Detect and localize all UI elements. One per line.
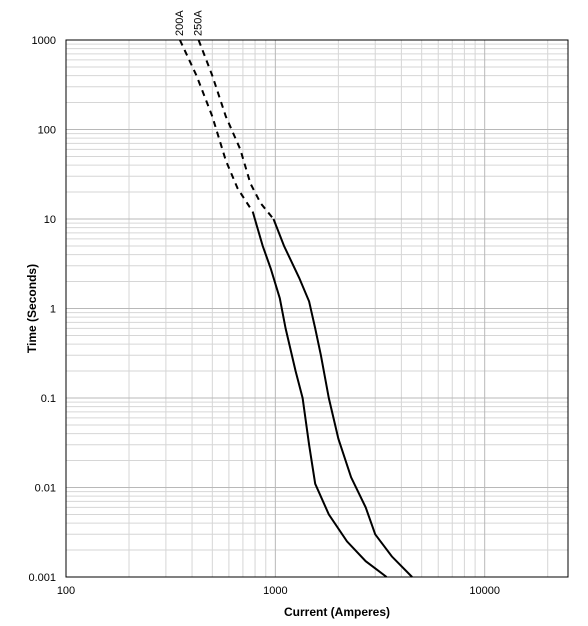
y-tick-labels: 0.001 0.01 0.1 1 10 100 1000 xyxy=(28,35,56,584)
series-line-dashed xyxy=(178,39,254,213)
series-labels: 200A 250A xyxy=(174,10,205,36)
y-tick-label: 10 xyxy=(44,214,56,226)
series-200A xyxy=(178,39,388,578)
y-tick-label: 1000 xyxy=(32,35,56,47)
x-tick-label: 100 xyxy=(57,585,75,597)
series-layer xyxy=(178,39,413,578)
y-tick-label: 0.1 xyxy=(41,393,56,405)
minor-grid-y xyxy=(66,43,568,551)
series-label-250A: 250A xyxy=(193,10,205,36)
y-axis-title: Time (Seconds) xyxy=(25,264,39,353)
y-tick-label: 0.01 xyxy=(35,483,56,495)
series-line-solid xyxy=(251,211,388,578)
series-line-solid xyxy=(272,218,413,578)
series-line-dashed xyxy=(197,39,275,220)
y-tick-label: 100 xyxy=(38,125,56,137)
x-axis-title: Current (Amperes) xyxy=(284,605,390,619)
x-tick-label: 1000 xyxy=(263,585,287,597)
series-label-200A: 200A xyxy=(174,10,186,36)
x-tick-labels: 100 1000 10000 xyxy=(57,585,500,597)
series-250A xyxy=(197,39,413,578)
plot-frame xyxy=(65,39,569,578)
y-tick-label: 1 xyxy=(50,304,56,316)
y-tick-label: 0.001 xyxy=(28,572,56,584)
x-tick-label: 10000 xyxy=(469,585,500,597)
